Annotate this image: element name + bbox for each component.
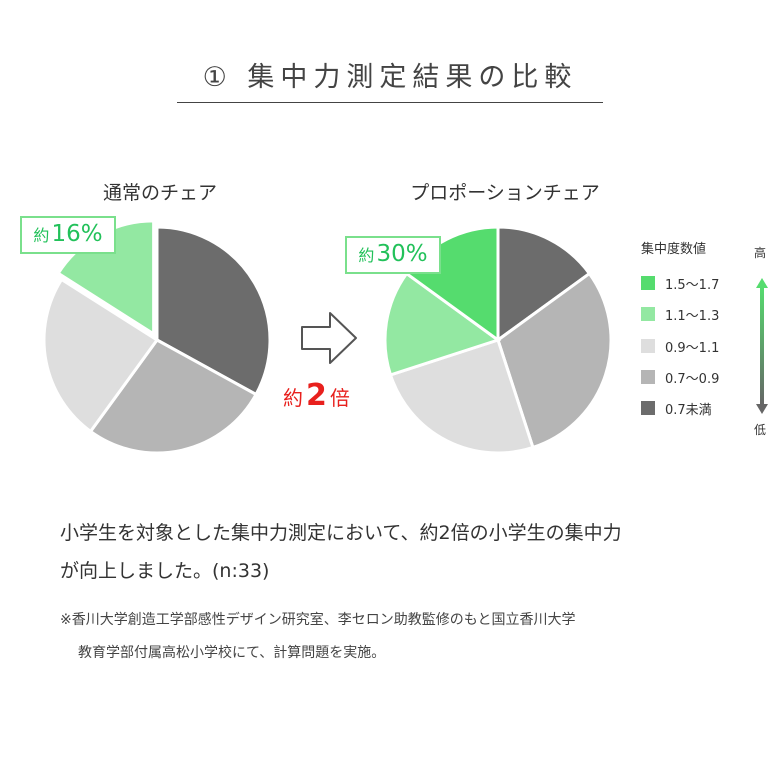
multiplier-value: 2 — [306, 378, 327, 413]
legend-label: 1.1〜1.3 — [665, 308, 720, 324]
left-pie-chart — [42, 219, 272, 455]
right-pie-chart — [383, 225, 613, 455]
left-chart-title: 通常のチェア — [102, 182, 217, 204]
pie-slice-1 — [496, 271, 613, 450]
scale-low-label: 低 — [754, 423, 767, 437]
footnote-line-1: ※香川大学創造工学部感性デザイン研究室、李セロン助教監修のもと国立香川大学 — [60, 612, 576, 628]
pie-slice-0 — [155, 225, 272, 397]
legend-label: 0.7未満 — [665, 402, 712, 418]
pie-slice-3 — [383, 271, 502, 377]
legend-item: 0.7〜0.9 — [641, 367, 719, 387]
legend-item: 0.7未満 — [641, 398, 712, 418]
scale-arrow-icon — [756, 278, 768, 414]
title-underline — [177, 102, 603, 103]
legend-item: 1.5〜1.7 — [641, 273, 719, 293]
pie-slice-2 — [388, 338, 535, 455]
right-percentage-callout: 約 30% — [345, 236, 441, 274]
right-chart-title: プロポーションチェア — [410, 182, 600, 204]
pie-slice-2 — [42, 277, 160, 434]
legend-swatch — [641, 401, 655, 415]
legend-item: 0.9〜1.1 — [641, 336, 719, 356]
left-percentage-callout: 約 16% — [20, 216, 116, 254]
multiplier-suffix: 倍 — [329, 386, 350, 410]
legend-swatch — [641, 339, 655, 353]
legend-swatch — [641, 307, 655, 321]
page-title: ① 集中力測定結果の比較 — [202, 62, 578, 93]
legend-label: 1.5〜1.7 — [665, 277, 720, 293]
arrow-icon — [301, 312, 357, 364]
result-description-line-1: 小学生を対象とした集中力測定において、約2倍の小学生の集中力 — [60, 522, 622, 544]
callout-value: 16% — [51, 221, 103, 247]
comparison-multiplier: 約 2 倍 — [283, 378, 350, 413]
legend-swatch — [641, 370, 655, 384]
legend-label: 0.9〜1.1 — [665, 340, 720, 356]
legend-title: 集中度数値 — [641, 242, 707, 257]
legend-label: 0.7〜0.9 — [665, 371, 720, 387]
footnote-line-2: 教育学部付属高松小学校にて、計算問題を実施。 — [78, 645, 386, 661]
legend-swatch — [641, 276, 655, 290]
pie-slice-0 — [496, 225, 592, 343]
callout-value: 30% — [376, 241, 428, 267]
callout-prefix: 約 — [33, 226, 50, 245]
result-description-line-2: が向上しました。(n:33) — [60, 560, 270, 582]
pie-slice-1 — [88, 338, 259, 455]
callout-prefix: 約 — [358, 246, 375, 265]
scale-high-label: 高 — [754, 246, 767, 260]
multiplier-prefix: 約 — [283, 386, 303, 410]
legend-item: 1.1〜1.3 — [641, 304, 719, 324]
